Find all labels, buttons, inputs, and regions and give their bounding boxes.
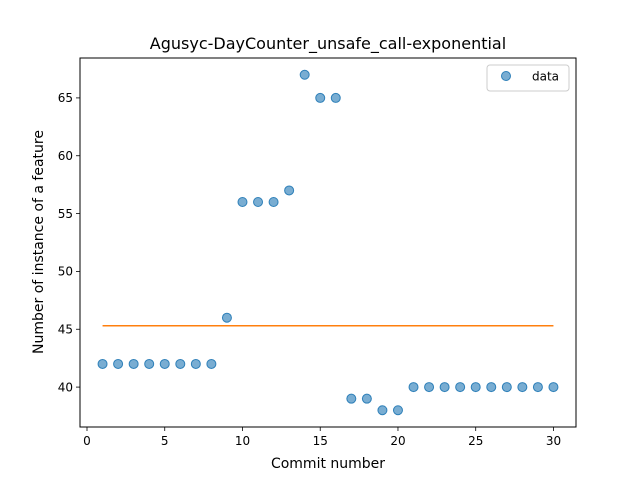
data-point	[455, 382, 466, 393]
data-point	[221, 312, 232, 323]
data-point	[330, 92, 341, 103]
data-point	[113, 358, 124, 369]
x-tick-label: 0	[83, 434, 91, 448]
data-point	[206, 358, 217, 369]
y-axis-ticks: 40 45 50 55 60 65	[58, 91, 80, 394]
data-point	[424, 382, 435, 393]
data-point	[361, 393, 372, 404]
x-axis-ticks: 0 5 10 15 20 25 30	[83, 427, 561, 448]
legend-marker	[501, 71, 511, 81]
y-tick-label: 50	[58, 265, 73, 279]
data-point	[299, 69, 310, 80]
data-point	[392, 405, 403, 416]
x-tick-label: 25	[468, 434, 483, 448]
data-point	[486, 382, 497, 393]
data-point	[532, 382, 543, 393]
x-tick-label: 15	[313, 434, 328, 448]
data-point	[253, 197, 264, 208]
y-tick-label: 65	[58, 91, 73, 105]
y-tick-label: 55	[58, 207, 73, 221]
data-point	[97, 358, 108, 369]
y-tick-label: 40	[58, 380, 73, 394]
data-point	[408, 382, 419, 393]
data-point	[284, 185, 295, 196]
data-point	[470, 382, 481, 393]
data-point	[315, 92, 326, 103]
data-point	[237, 197, 248, 208]
legend: data	[486, 64, 570, 92]
data-point	[377, 405, 388, 416]
data-point	[548, 382, 559, 393]
data-point	[144, 358, 155, 369]
data-point	[439, 382, 450, 393]
data-point	[268, 197, 279, 208]
data-point	[501, 382, 512, 393]
data-point	[346, 393, 357, 404]
data-point	[128, 358, 139, 369]
y-tick-label: 60	[58, 149, 73, 163]
x-tick-label: 20	[390, 434, 405, 448]
y-axis-label: Number of instance of a feature	[31, 130, 47, 354]
x-axis-label: Commit number	[271, 456, 385, 472]
x-tick-label: 5	[161, 434, 169, 448]
legend-label: data	[532, 70, 559, 84]
axes-frame	[79, 57, 577, 428]
data-point	[517, 382, 528, 393]
data-point	[175, 358, 186, 369]
data-point	[190, 358, 201, 369]
x-tick-label: 30	[546, 434, 561, 448]
chart-title: Agusyc-DayCounter_unsafe_call-exponentia…	[150, 34, 506, 54]
x-tick-label: 10	[235, 434, 250, 448]
y-tick-label: 45	[58, 323, 73, 337]
plot-area	[97, 69, 559, 416]
data-point	[159, 358, 170, 369]
